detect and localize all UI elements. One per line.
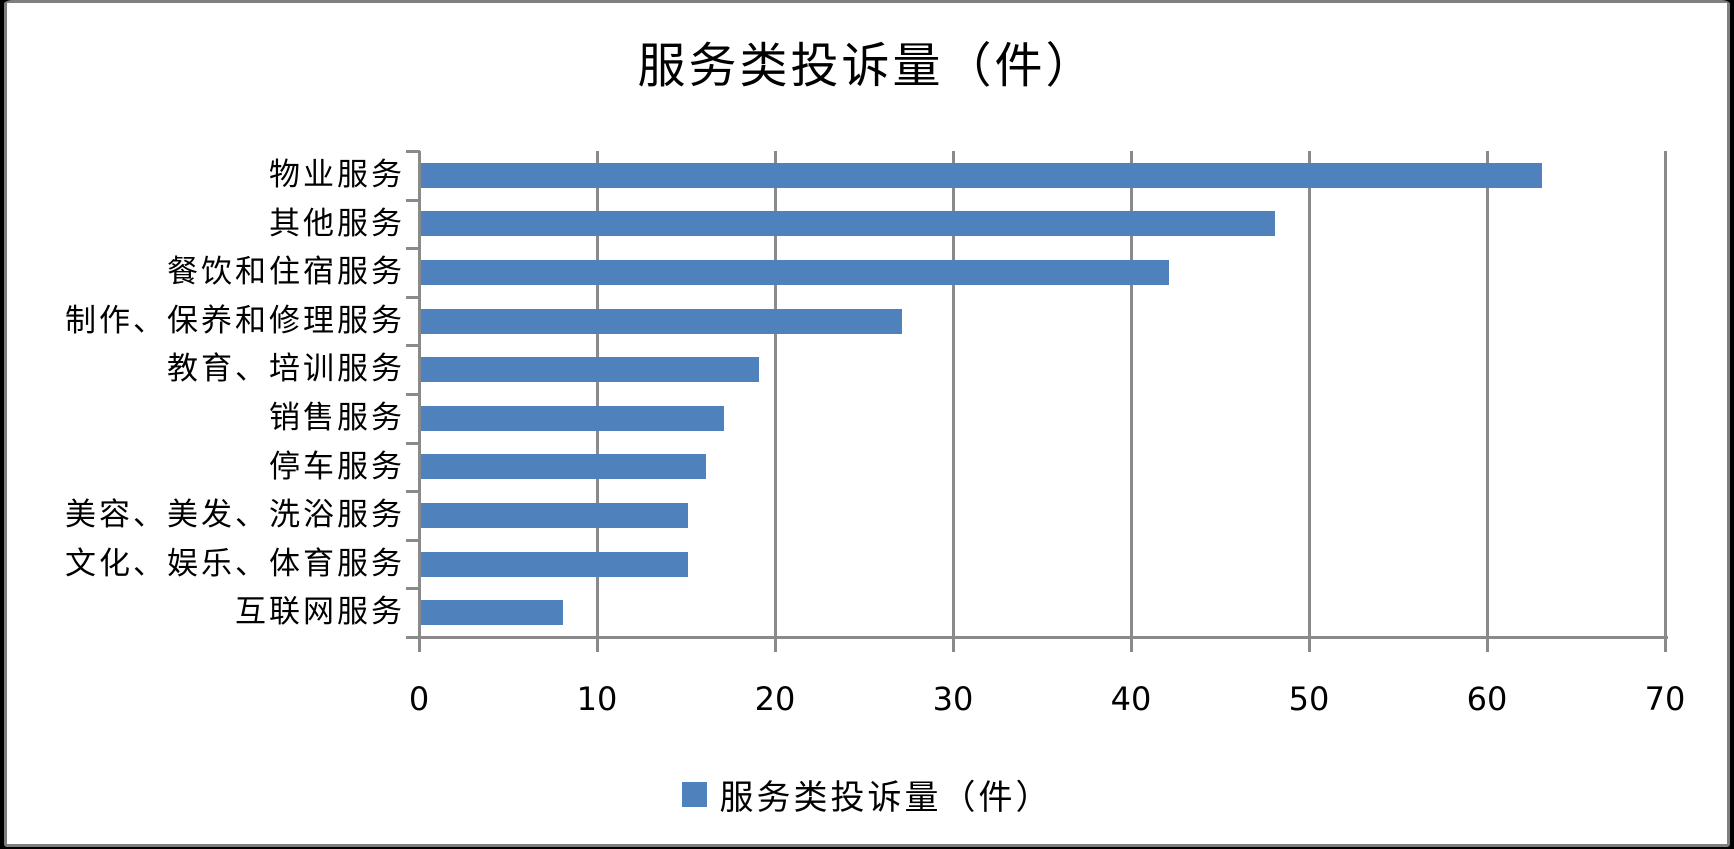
category-axis-tick xyxy=(406,247,420,251)
bar xyxy=(421,357,760,383)
x-axis-line xyxy=(406,636,1668,639)
category-axis-tick xyxy=(406,441,420,445)
bar xyxy=(421,308,902,334)
bar xyxy=(421,503,688,528)
y-axis-line xyxy=(418,151,421,652)
x-tick-label: 50 xyxy=(1288,680,1330,718)
category-label: 文化、娱乐、体育服务 xyxy=(65,545,405,582)
x-axis-tick xyxy=(1664,639,1667,652)
category-label: 制作、保养和修理服务 xyxy=(65,302,405,339)
legend: 服务类投诉量（件） xyxy=(0,770,1734,819)
x-axis-tick xyxy=(774,639,777,652)
chart-title: 服务类投诉量（件） xyxy=(637,38,1097,94)
gridline xyxy=(596,151,599,636)
category-axis-tick xyxy=(406,587,420,591)
category-axis-tick xyxy=(406,150,420,153)
category-label: 物业服务 xyxy=(269,157,405,193)
category-label: 餐饮和住宿服务 xyxy=(167,254,405,291)
legend-series-label: 服务类投诉量（件） xyxy=(719,778,1053,818)
x-tick-label: 0 xyxy=(408,680,430,718)
x-tick-label: 30 xyxy=(932,680,974,718)
bar xyxy=(421,454,706,480)
category-label: 互联网服务 xyxy=(235,594,405,631)
category-label: 教育、培训服务 xyxy=(167,351,405,388)
category-axis-tick xyxy=(406,490,420,494)
bar xyxy=(421,600,564,626)
x-axis-tick xyxy=(1486,639,1489,652)
bar xyxy=(421,551,688,577)
category-axis-tick xyxy=(406,538,420,542)
bar xyxy=(421,211,1276,237)
gridline xyxy=(1486,151,1489,636)
category-axis-tick xyxy=(406,198,420,202)
x-axis-tick xyxy=(952,639,955,652)
x-tick-label: 10 xyxy=(576,680,618,718)
category-axis-tick xyxy=(406,295,420,299)
x-axis-tick xyxy=(1130,639,1133,652)
x-tick-label: 20 xyxy=(754,680,796,718)
gridline xyxy=(1664,151,1667,636)
gridline xyxy=(1130,151,1133,636)
bar xyxy=(421,260,1169,285)
x-tick-label: 60 xyxy=(1466,680,1508,718)
category-label: 美容、美发、洗浴服务 xyxy=(65,497,405,534)
x-axis-tick xyxy=(596,639,599,652)
gridline xyxy=(952,151,955,636)
gridline xyxy=(1308,151,1311,636)
category-axis-tick xyxy=(406,344,420,348)
x-axis-tick xyxy=(1308,639,1311,652)
legend-swatch-icon xyxy=(681,782,707,807)
chart-area-background xyxy=(4,0,1730,847)
bar xyxy=(421,405,724,431)
category-label: 销售服务 xyxy=(269,400,405,436)
gridline xyxy=(774,151,777,636)
category-label: 停车服务 xyxy=(269,448,405,485)
x-tick-label: 70 xyxy=(1644,680,1686,718)
category-axis-tick xyxy=(406,393,420,396)
bar xyxy=(421,162,1543,188)
category-label: 其他服务 xyxy=(269,205,405,242)
x-tick-label: 40 xyxy=(1110,680,1152,718)
